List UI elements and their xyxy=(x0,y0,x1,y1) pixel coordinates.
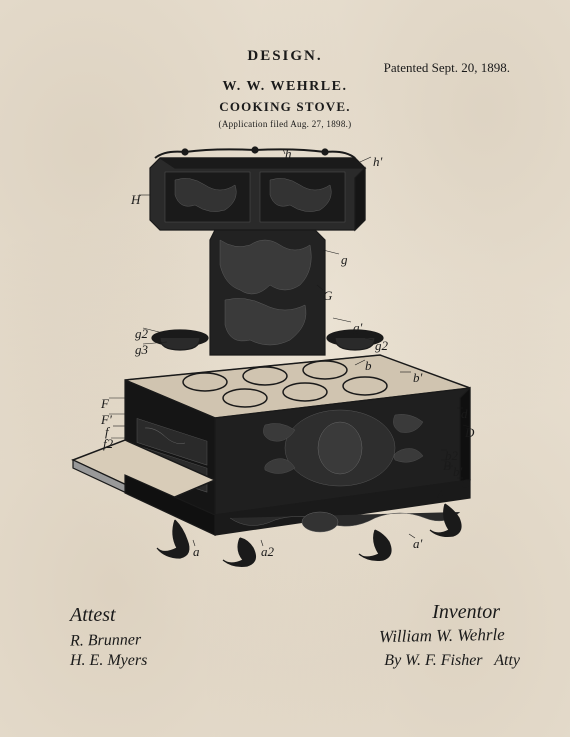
reference-label: g2 xyxy=(375,338,388,354)
reference-label: F xyxy=(101,396,109,412)
reference-label: g3 xyxy=(135,342,148,358)
reference-label: H xyxy=(131,192,140,208)
reference-label: g xyxy=(341,252,348,268)
reference-label: G xyxy=(323,288,332,304)
witness-signature-1: R. Brunner xyxy=(70,631,141,650)
reference-label: a2 xyxy=(261,544,274,560)
reference-label: A xyxy=(437,486,445,502)
reference-label: b2 xyxy=(445,448,458,464)
attest-label: Attest xyxy=(70,604,116,627)
patent-drawing: Hhh'Ggg'g2g2g3bb'DdCBb'b2Aa'a2aFF'ff2 xyxy=(65,140,505,570)
reference-label: a' xyxy=(413,536,422,552)
warming-cabinet xyxy=(150,147,365,230)
inventor-label: Inventor xyxy=(432,601,500,624)
patent-issue-date: Patented Sept. 20, 1898. xyxy=(384,60,510,76)
reference-label: g' xyxy=(353,320,362,336)
attorney-signature: By W. F. Fisher Atty xyxy=(384,652,520,670)
attorney-by-prefix: By xyxy=(384,652,401,669)
application-filed-date: (Application filed Aug. 27, 1898.) xyxy=(0,119,570,129)
reference-label: C xyxy=(461,476,470,492)
reference-label: h xyxy=(285,146,292,162)
back-pillar xyxy=(152,230,383,355)
inventor-signature: William W. Wehrle xyxy=(379,625,505,647)
attorney-suffix: Atty xyxy=(494,652,520,669)
invention-title: COOKING STOVE. xyxy=(0,99,570,115)
witness-signature-2: H. E. Myers xyxy=(70,652,147,670)
attorney-name: W. F. Fisher xyxy=(405,652,482,669)
inventor-name: W. W. WEHRLE. xyxy=(0,79,570,95)
reference-label: b' xyxy=(453,464,462,480)
reference-label: b xyxy=(365,358,372,374)
reference-label: b' xyxy=(413,370,422,386)
reference-label: a xyxy=(193,544,200,560)
reference-label: D xyxy=(465,425,474,441)
reference-label: f2 xyxy=(103,436,113,452)
reference-label: d xyxy=(461,406,468,422)
reference-label: h' xyxy=(373,154,382,170)
reference-label: g2 xyxy=(135,326,148,342)
